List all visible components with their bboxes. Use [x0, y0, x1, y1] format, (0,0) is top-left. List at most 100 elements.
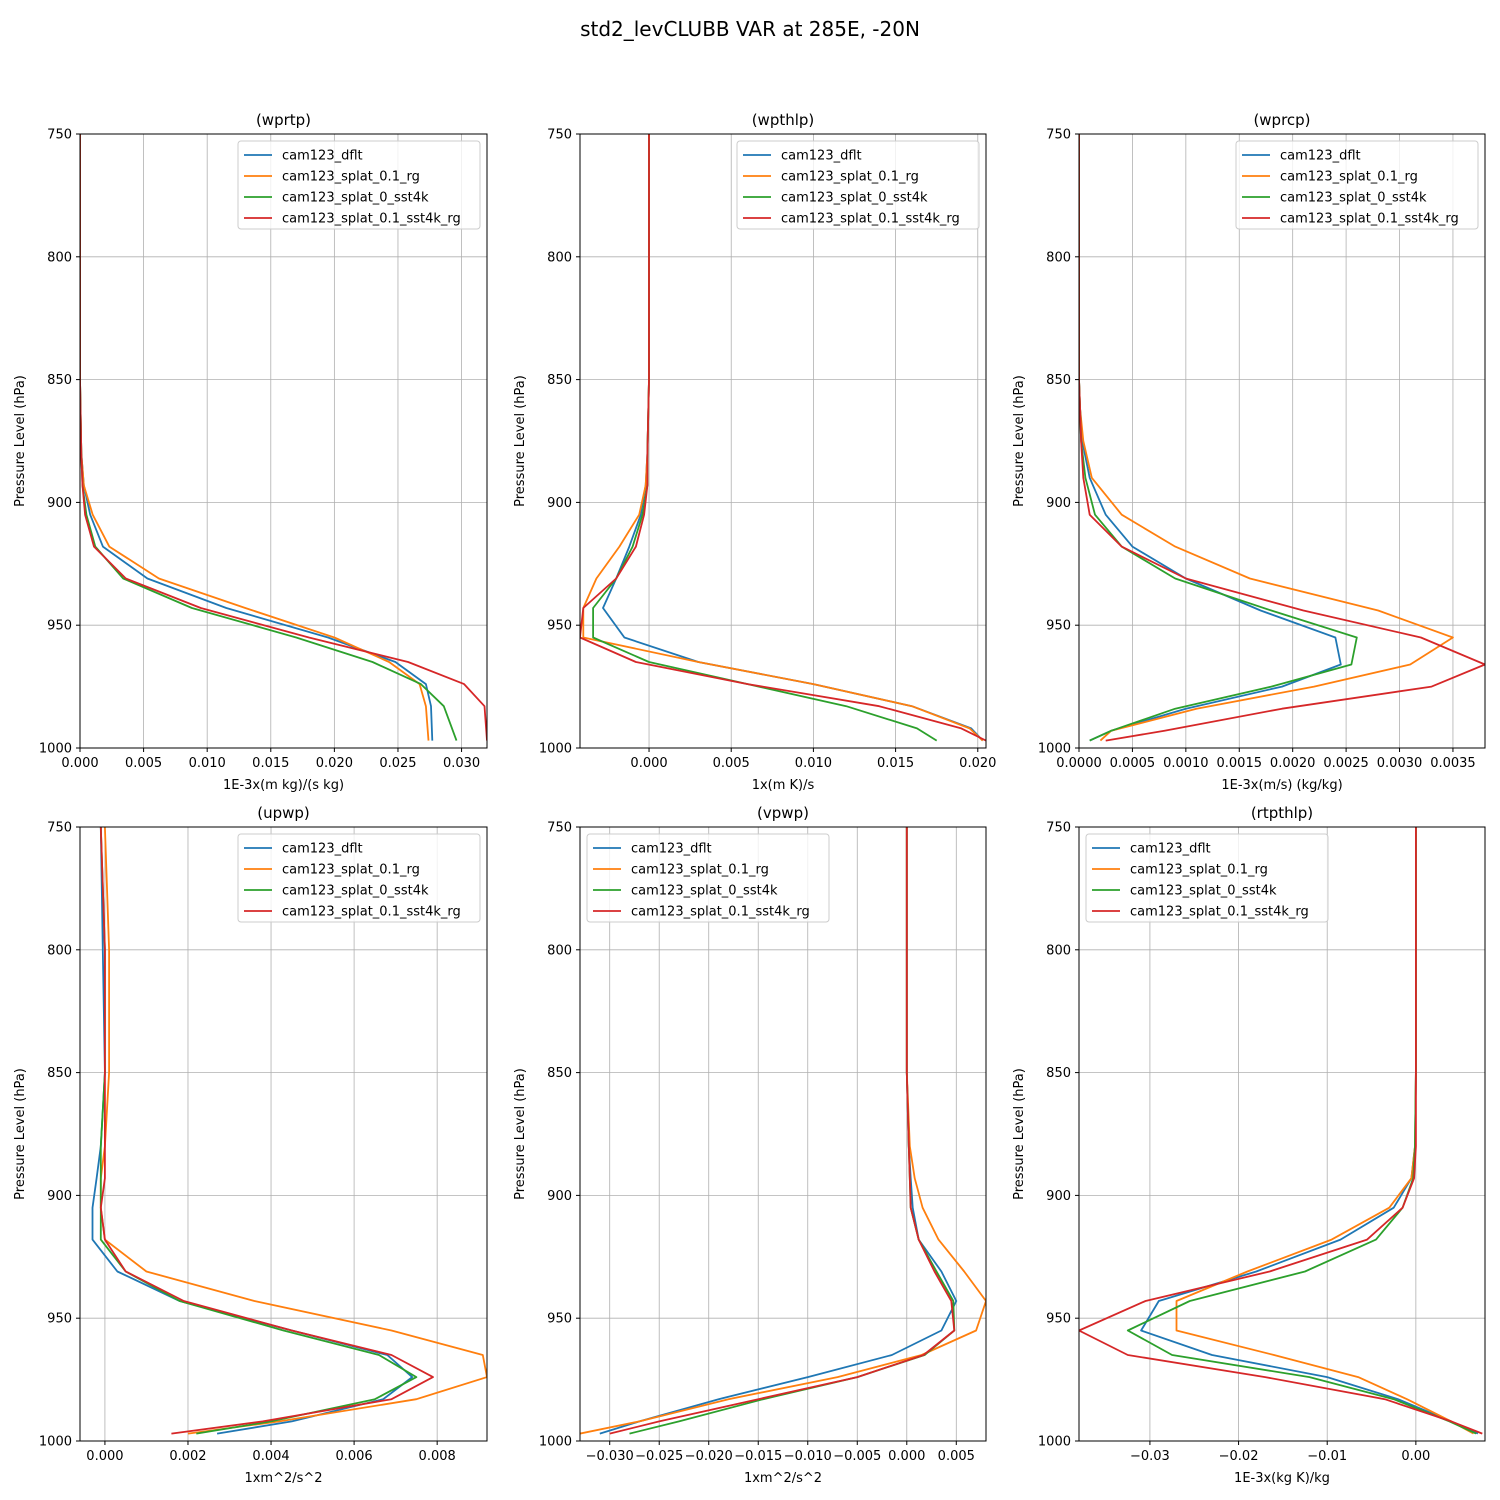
y-tick-label: 900 [547, 496, 572, 511]
y-tick-label: 750 [47, 821, 72, 836]
y-tick-label: 900 [1046, 1189, 1071, 1204]
legend: cam123_dflt cam123_splat_0.1_rg cam123_spl… [1085, 833, 1329, 923]
x-tick-label: 0.000 [86, 1449, 123, 1464]
y-tick-label: 900 [47, 1189, 72, 1204]
x-tick-label: 0.002 [169, 1449, 206, 1464]
legend-label: cam123_splat_0.1_rg [631, 863, 769, 878]
y-tick-label: 800 [547, 250, 572, 265]
legend: cam123_dflt cam123_splat_0.1_rg cam123_spl… [736, 140, 980, 230]
legend-label: cam123_dflt [781, 149, 862, 164]
legend-box [736, 140, 980, 230]
series-line-cam123_splat_0.1_sst4k_rg [99, 827, 434, 1435]
legend-label: cam123_dflt [282, 842, 363, 857]
chart-panel-rtpthlp: −0.03 −0.02 −0.01 0.00 750 800 850 900 950 1000 (r… [1012, 804, 1486, 1486]
legend: cam123_dflt cam123_splat_0.1_rg cam123_spl… [586, 833, 830, 923]
x-tick-label: −0.02 [1219, 1449, 1259, 1464]
legend-label: cam123_splat_0.1_sst4k_rg [781, 212, 960, 227]
y-tick-label: 900 [47, 496, 72, 511]
legend: cam123_dflt cam123_splat_0.1_rg cam123_spl… [237, 833, 481, 923]
x-axis-label: 1xm^2/s^2 [244, 1471, 322, 1486]
x-tick-label: −0.020 [685, 1449, 733, 1464]
panel-title: (wprtp) [256, 111, 311, 129]
series-group [1079, 827, 1483, 1435]
y-axis-label: Pressure Level (hPa) [13, 1068, 28, 1200]
panel-title: (upwp) [257, 804, 310, 822]
plot-frame [579, 826, 987, 1442]
y-tick-label: 850 [1046, 373, 1071, 388]
x-tick-label: −0.010 [784, 1449, 832, 1464]
plot-frame [79, 133, 488, 749]
y-axis-label: Pressure Level (hPa) [1012, 375, 1027, 507]
y-tick-label: 850 [1046, 1066, 1071, 1081]
x-tick-label: −0.01 [1307, 1449, 1347, 1464]
y-tick-label: 1000 [39, 742, 72, 757]
x-tick-label: 0.020 [316, 756, 353, 771]
y-tick-label: 750 [547, 821, 572, 836]
y-tick-label: 750 [1046, 128, 1071, 143]
x-axis-label: 1E-3x(kg K)/kg [1234, 1471, 1330, 1486]
y-tick-label: 850 [47, 1066, 72, 1081]
series-line-cam123_splat_0.1_sst4k_rg [580, 134, 986, 742]
x-tick-label: 0.005 [938, 1449, 975, 1464]
y-tick-label: 800 [47, 943, 72, 958]
x-tick-label: 0.000 [630, 756, 667, 771]
legend-box [237, 140, 481, 230]
series-group [580, 827, 986, 1435]
chart-panel-wpthlp: 0.000 0.005 0.010 0.015 0.020 750 800 850 900 950… [513, 111, 996, 793]
panel-title: (vpwp) [757, 804, 809, 822]
y-axis-label: Pressure Level (hPa) [13, 375, 28, 507]
x-axis-label: 1xm^2/s^2 [744, 1471, 822, 1486]
legend-box [1085, 833, 1329, 923]
x-tick-label: 0.0000 [1056, 756, 1102, 771]
x-tick-label: −0.030 [586, 1449, 634, 1464]
legend-box [586, 833, 830, 923]
chart-panel-wprcp: 0.0000 0.0005 0.0010 0.0015 0.0020 0.0025 0.00… [1012, 111, 1486, 793]
x-tick-label: 0.0025 [1323, 756, 1369, 771]
x-tick-label: −0.03 [1130, 1449, 1170, 1464]
plot-frame [1078, 826, 1486, 1442]
x-tick-label: 0.000 [888, 1449, 925, 1464]
series-group [1079, 134, 1485, 742]
panel-title: (wprcp) [1253, 111, 1310, 129]
legend-label: cam123_splat_0.1_rg [1280, 170, 1418, 185]
plot-frame [1078, 133, 1486, 749]
y-tick-label: 850 [547, 1066, 572, 1081]
legend-label: cam123_splat_0.1_sst4k_rg [282, 905, 461, 920]
legend-label: cam123_dflt [631, 842, 712, 857]
x-tick-label: 0.000 [61, 756, 98, 771]
y-tick-label: 750 [547, 128, 572, 143]
y-tick-label: 800 [47, 250, 72, 265]
legend: cam123_dflt cam123_splat_0.1_rg cam123_spl… [237, 140, 481, 230]
legend-label: cam123_splat_0_sst4k [282, 884, 429, 899]
y-tick-label: 950 [547, 1312, 572, 1327]
y-tick-label: 1000 [1038, 1435, 1071, 1450]
x-tick-label: 0.006 [335, 1449, 372, 1464]
panel-title: (wpthlp) [752, 111, 815, 129]
x-tick-label: 0.0020 [1270, 756, 1316, 771]
y-tick-label: 900 [547, 1189, 572, 1204]
y-tick-label: 800 [547, 943, 572, 958]
chart-panel-wprtp: 0.000 0.005 0.010 0.015 0.020 0.025 0.030 750 80… [13, 111, 488, 793]
series-group [91, 827, 487, 1435]
panel-title: (rtpthlp) [1251, 804, 1313, 822]
y-tick-label: 1000 [539, 1435, 572, 1450]
legend-label: cam123_splat_0_sst4k [631, 884, 778, 899]
y-tick-label: 750 [1046, 821, 1071, 836]
series-line-cam123_splat_0.1_sst4k_rg [609, 827, 956, 1435]
x-tick-label: 0.004 [252, 1449, 289, 1464]
y-axis-label: Pressure Level (hPa) [1012, 1068, 1027, 1200]
x-tick-label: 0.010 [189, 756, 226, 771]
series-line-cam123_splat_0.1_sst4k_rg [1079, 827, 1483, 1435]
x-tick-label: 0.00 [1401, 1449, 1430, 1464]
y-tick-label: 950 [1046, 619, 1071, 634]
x-tick-label: −0.025 [635, 1449, 683, 1464]
x-tick-label: 0.030 [443, 756, 480, 771]
legend-label: cam123_splat_0_sst4k [282, 191, 429, 206]
x-tick-label: 0.010 [795, 756, 832, 771]
x-tick-label: −0.005 [833, 1449, 881, 1464]
y-tick-label: 800 [1046, 943, 1071, 958]
y-axis-label: Pressure Level (hPa) [513, 1068, 528, 1200]
y-tick-label: 900 [1046, 496, 1071, 511]
legend-label: cam123_splat_0.1_sst4k_rg [1130, 905, 1309, 920]
y-tick-label: 950 [1046, 1312, 1071, 1327]
